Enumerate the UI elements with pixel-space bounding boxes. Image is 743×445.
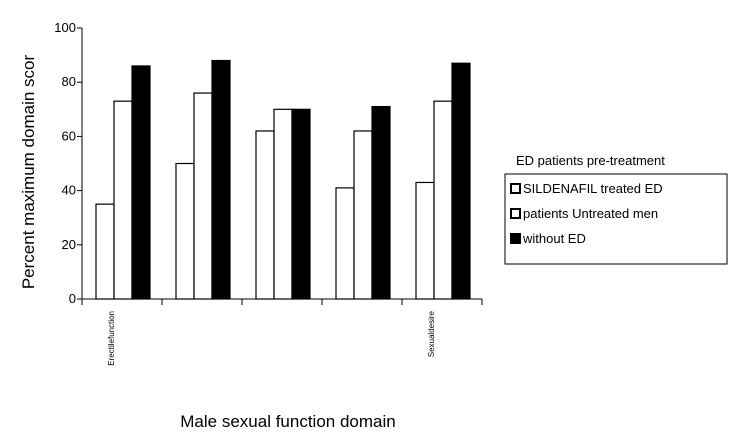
bar-2-1 xyxy=(113,100,133,300)
bar-1-2 xyxy=(175,162,195,300)
y-tick-label: 80 xyxy=(62,74,76,89)
legend-label-3: without ED xyxy=(522,231,586,246)
legend-items: SILDENAFIL treated ED patients Untreated … xyxy=(510,181,663,246)
legend-label-2: patients Untreated men xyxy=(523,206,658,221)
bar-3-5 xyxy=(451,62,471,300)
bar-2-2 xyxy=(193,92,213,300)
legend-swatch-2 xyxy=(510,208,521,219)
legend-swatch-1 xyxy=(510,183,521,194)
legend-title: ED patients pre-treatment xyxy=(516,153,665,168)
y-axis-label: Percent maximum domain scor xyxy=(19,55,38,290)
category-labels-group: Erectilefunction Sexualdesire xyxy=(107,310,436,365)
bar-2-5 xyxy=(433,100,453,300)
category-label: Sexualdesire xyxy=(427,310,436,357)
legend-swatch-3 xyxy=(510,233,521,244)
bar-1-1 xyxy=(95,203,115,300)
x-axis-label: Male sexual function domain xyxy=(180,412,395,431)
y-ticks-group: 0 20 40 60 80 100 xyxy=(54,20,82,306)
bar-2-3 xyxy=(273,108,293,300)
bar-1-5 xyxy=(415,181,435,300)
bar-1-4 xyxy=(335,187,355,300)
legend-box xyxy=(504,173,728,265)
bar-1-3 xyxy=(255,130,275,300)
category-label: Erectilefunction xyxy=(107,311,116,366)
axes-group xyxy=(81,28,483,305)
y-tick-label: 40 xyxy=(62,183,76,198)
y-tick-label: 20 xyxy=(62,237,76,252)
legend: ED patients pre-treatment SILDENAFIL tre… xyxy=(504,153,728,265)
bar-3-4 xyxy=(371,105,391,300)
bar-3-2 xyxy=(211,59,231,300)
bars-group xyxy=(95,59,471,300)
bar-3-1 xyxy=(131,65,151,300)
bar-2-4 xyxy=(353,130,373,300)
y-tick-label: 100 xyxy=(54,20,76,35)
y-tick-label: 0 xyxy=(69,291,76,306)
legend-label-1: SILDENAFIL treated ED xyxy=(523,181,663,196)
bar-3-3 xyxy=(291,108,311,300)
y-tick-label: 60 xyxy=(62,128,76,143)
